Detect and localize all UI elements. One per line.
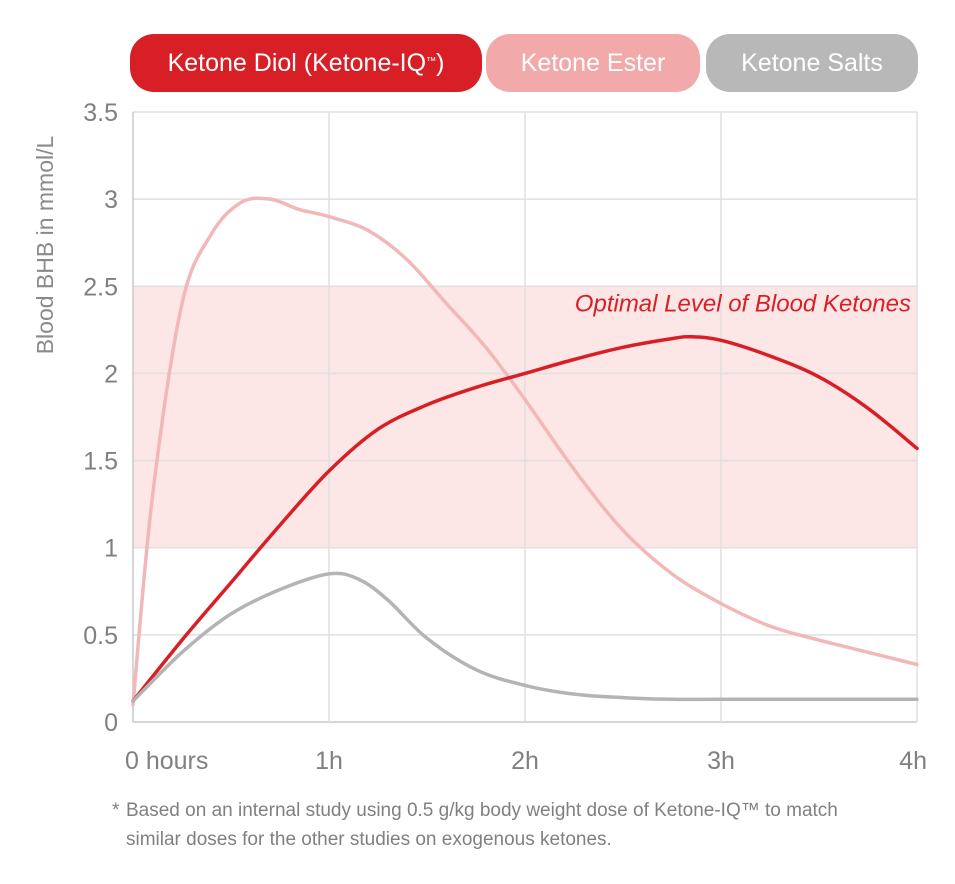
x-tick-label: 1h	[315, 747, 343, 775]
legend-item-ketone-ester: Ketone Ester	[486, 34, 700, 92]
legend-label-ketone-ester: Ketone Ester	[520, 48, 666, 77]
legend-label-ketone-salts: Ketone Salts	[741, 48, 883, 77]
series-line-ketone-salts	[131, 571, 919, 703]
y-tick-label: 3.5	[83, 99, 118, 127]
footnote-line-2: similar doses for the other studies on e…	[126, 829, 612, 850]
legend-item-ketone-diol: Ketone Diol (Ketone-IQ ™)	[130, 34, 482, 92]
y-tick-label: 2	[104, 360, 118, 388]
trademark-mark: ™	[426, 55, 437, 67]
legend-item-ketone-salts: Ketone Salts	[706, 34, 918, 92]
line-chart: 0 0.5 1 1.5 2 2.5 3 3.5 0 hours 1h 2h 3h 4h Optimal L…	[32, 99, 927, 775]
footnote: * Based on an internal study using 0.5 g/…	[112, 796, 932, 854]
y-tick-label: 1.5	[83, 448, 118, 476]
x-tick-label: 3h	[707, 747, 735, 775]
y-tick-label: 0	[104, 709, 118, 737]
y-axis-title: Blood BHB in mmol/L	[32, 135, 58, 354]
y-tick-label: 2.5	[83, 273, 118, 301]
legend: Ketone Diol (Ketone-IQ ™) Ketone Ester Ke…	[130, 34, 918, 92]
optimal-band-label: Optimal Level of Blood Ketones	[575, 290, 911, 317]
series-line-ketone-diol	[131, 334, 919, 703]
y-tick-label: 3	[104, 186, 118, 214]
legend-label-close: )	[436, 48, 445, 77]
y-tick-label: 1	[104, 535, 118, 563]
x-tick-label: 2h	[511, 747, 539, 775]
x-tick-label: 4h	[899, 747, 927, 775]
series-line-ketone-ester	[131, 196, 919, 707]
y-tick-label: 0.5	[83, 622, 118, 650]
footnote-marker: *	[112, 800, 120, 821]
x-tick-label: 0 hours	[125, 747, 208, 775]
legend-label-ketone-diol: Ketone Diol (Ketone-IQ	[167, 48, 427, 77]
footnote-line-1: Based on an internal study using 0.5 g/k…	[126, 800, 838, 821]
